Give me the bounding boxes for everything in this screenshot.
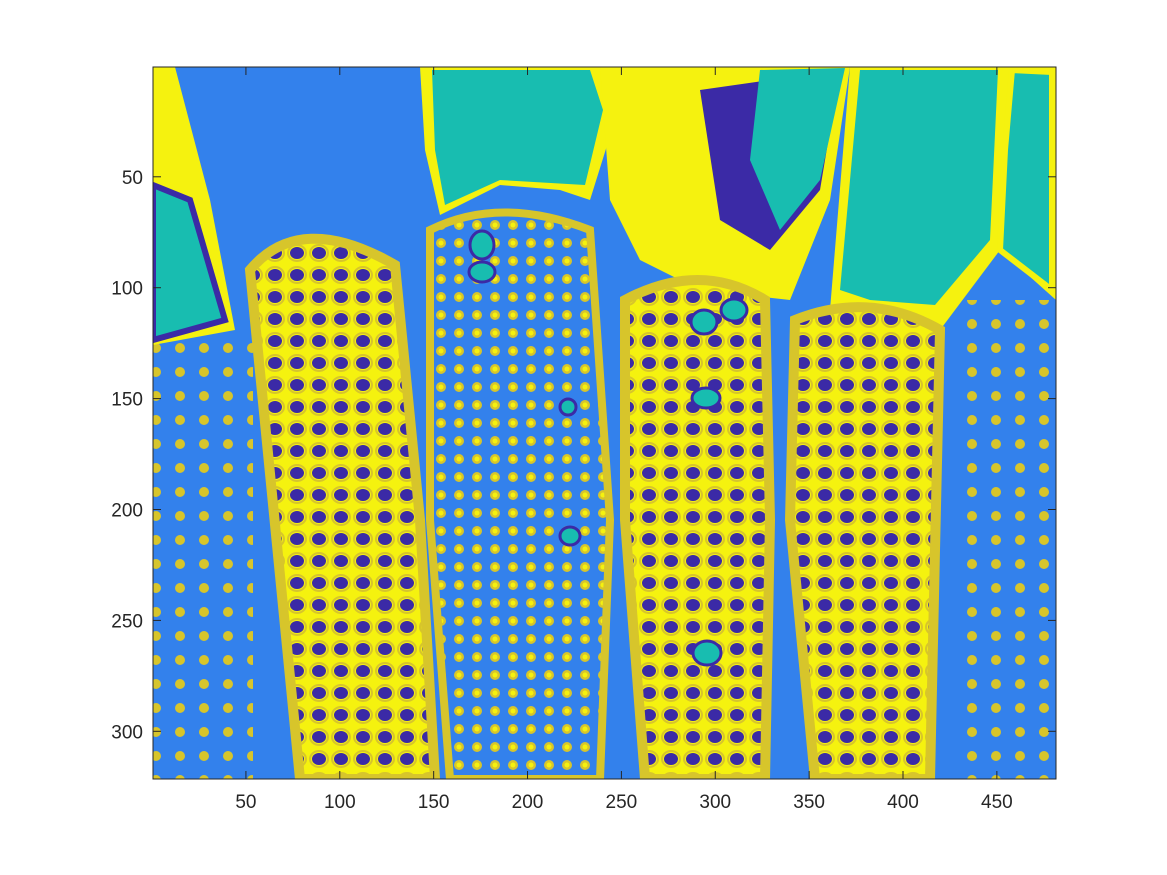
- husk-left-teal: [153, 181, 229, 344]
- teal-kernels: [467, 229, 749, 667]
- axes-box: [152, 66, 1057, 780]
- corn-cob-3: [620, 275, 776, 779]
- y-tick-label: 250: [111, 611, 143, 632]
- corn-cob-1: [244, 233, 441, 779]
- x-tick-label: 300: [699, 792, 731, 813]
- segmented-image: [153, 67, 1056, 779]
- y-tick-label: 200: [111, 501, 143, 522]
- corn-cob-4: [784, 302, 946, 779]
- x-tick-label: 350: [793, 792, 825, 813]
- husk-center-right-teal: [750, 68, 845, 230]
- background-dots-right: [955, 300, 1056, 779]
- corn-cob-2: [426, 208, 615, 779]
- y-axis-ticks: 50 100 150 200 250 300: [111, 168, 1056, 743]
- x-tick-label: 150: [418, 792, 450, 813]
- background-dots-left: [153, 330, 253, 779]
- y-tick-label: 300: [111, 722, 143, 743]
- x-tick-label: 450: [981, 792, 1013, 813]
- x-tick-label: 400: [887, 792, 919, 813]
- husk-center-left-teal: [432, 70, 603, 205]
- x-tick-label: 100: [324, 792, 356, 813]
- x-tick-label: 50: [235, 792, 256, 813]
- y-tick-label: 150: [111, 390, 143, 411]
- husk-far-right-teal: [996, 67, 1055, 297]
- x-axis-ticks: 50 100 150 200 250 300 350 400 450: [235, 67, 1013, 813]
- husk-right-teal: [840, 70, 998, 305]
- x-tick-label: 200: [512, 792, 544, 813]
- y-tick-label: 100: [111, 279, 143, 300]
- y-tick-label: 50: [122, 168, 143, 189]
- x-tick-label: 250: [606, 792, 638, 813]
